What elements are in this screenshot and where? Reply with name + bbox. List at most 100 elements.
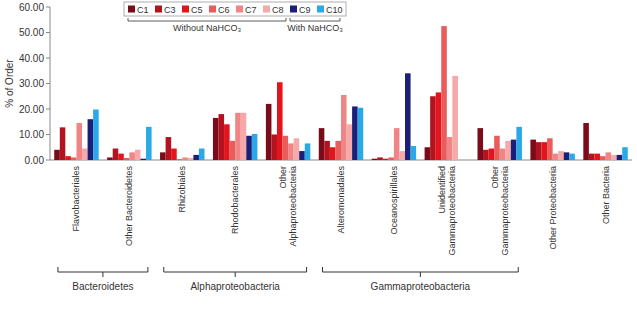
- bar: [505, 141, 511, 160]
- x-tick-label-line: Rhizobiales: [177, 166, 187, 213]
- bar: [235, 113, 241, 160]
- y-tick: [46, 83, 50, 84]
- x-tick-label: Other Proteobacteria: [548, 166, 558, 250]
- x-tick-label-line: Unidentified: [437, 166, 447, 214]
- bar: [383, 159, 389, 160]
- legend-label: C7: [245, 5, 257, 15]
- bar: [118, 154, 124, 160]
- bar: [542, 142, 548, 160]
- bar: [436, 92, 442, 160]
- x-tick-label: Rhizobiales: [177, 166, 187, 213]
- bar: [447, 137, 453, 160]
- bar: [82, 149, 88, 160]
- y-tick-label: 10.00: [19, 129, 44, 140]
- bar: [405, 73, 411, 160]
- bar: [252, 134, 258, 160]
- x-tick-label-line: Other: [278, 166, 288, 189]
- bar: [617, 155, 623, 160]
- group-bracket: [58, 267, 148, 272]
- legend-swatch: [317, 6, 324, 13]
- legend-swatch: [236, 6, 243, 13]
- x-tick-label: Rhodobacterales: [230, 166, 240, 235]
- bar: [171, 149, 177, 160]
- bar: [129, 152, 135, 160]
- legend-label: C3: [164, 5, 176, 15]
- x-tick-label: OtherGammaproteobacteria: [490, 166, 510, 256]
- bar: [358, 108, 364, 160]
- bar: [305, 143, 311, 160]
- bar: [113, 149, 119, 160]
- bar: [411, 146, 417, 160]
- x-tick-label: UnidentifiedGammaproteobacteria: [437, 166, 457, 256]
- bar: [430, 96, 436, 160]
- x-tick-label-line: Rhodobacterales: [230, 166, 240, 235]
- bar: [372, 159, 378, 160]
- y-tick-label: 0.00: [25, 155, 45, 166]
- y-axis-label: % of Order: [4, 59, 15, 108]
- y-tick: [46, 32, 50, 33]
- bar: [341, 95, 347, 160]
- group-bracket-tick: [235, 272, 236, 277]
- bar: [230, 141, 236, 160]
- x-tick-label-line: Other Bacteria: [601, 166, 611, 224]
- bar: [500, 149, 506, 160]
- x-tick-label-line: Gammaproteobacteria: [447, 166, 457, 256]
- group-bracket-tick: [420, 272, 421, 277]
- chart: 0.0010.0020.0030.0040.0050.0060.00% of O…: [0, 0, 637, 309]
- bar: [388, 157, 394, 160]
- bar: [93, 110, 99, 160]
- bar: [600, 156, 606, 160]
- legend-swatch: [155, 6, 162, 13]
- bar: [606, 152, 612, 160]
- bar: [166, 137, 172, 160]
- bar: [160, 152, 166, 160]
- group-label: Gammaproteobacteria: [371, 281, 471, 292]
- bar: [530, 140, 536, 160]
- y-tick: [46, 134, 50, 135]
- bar: [583, 123, 589, 160]
- bar: [88, 119, 94, 160]
- bar: [463, 160, 469, 161]
- bar: [335, 141, 341, 160]
- y-tick: [46, 7, 50, 8]
- x-tick-label-line: Other Proteobacteria: [548, 166, 558, 250]
- x-tick-label: Flavobacteriales: [71, 166, 81, 232]
- bar: [182, 157, 188, 160]
- bar: [558, 151, 564, 160]
- bar: [547, 138, 553, 160]
- bar: [483, 150, 489, 160]
- x-tick-label-line: Gammaproteobacteria: [500, 166, 510, 256]
- bar: [589, 154, 595, 160]
- x-tick-label: Other Bacteria: [601, 166, 611, 224]
- bar: [324, 141, 330, 160]
- x-tick-label: Alteromonadales: [336, 166, 346, 234]
- bar: [611, 155, 617, 160]
- bar: [65, 156, 71, 160]
- bar: [494, 136, 500, 160]
- x-tick-label-line: Oceanospirillales: [389, 166, 399, 235]
- legend-label: C1: [137, 5, 149, 15]
- bar: [146, 127, 152, 160]
- bar: [54, 150, 60, 160]
- bar: [452, 76, 458, 160]
- bar: [283, 136, 289, 160]
- bar: [246, 136, 252, 160]
- x-tick-label-line: Other: [490, 166, 500, 189]
- legend-swatch: [128, 6, 135, 13]
- bar: [564, 152, 570, 160]
- legend-swatch: [182, 6, 189, 13]
- group-bracket-tick: [102, 272, 103, 277]
- x-tick-label-line: Alphaproteobacteria: [288, 166, 298, 247]
- bar: [277, 82, 283, 160]
- legend-label: C10: [326, 5, 343, 15]
- x-tick-label: OtherAlphaproteobacteria: [278, 166, 298, 247]
- legend-group-bracket: [128, 18, 286, 21]
- y-tick-label: 20.00: [19, 104, 44, 115]
- bar: [394, 128, 400, 160]
- bar: [299, 151, 305, 160]
- bar: [425, 147, 431, 160]
- bar: [213, 118, 219, 160]
- bar: [71, 157, 77, 160]
- group-bracket: [164, 267, 307, 272]
- bar: [76, 123, 82, 160]
